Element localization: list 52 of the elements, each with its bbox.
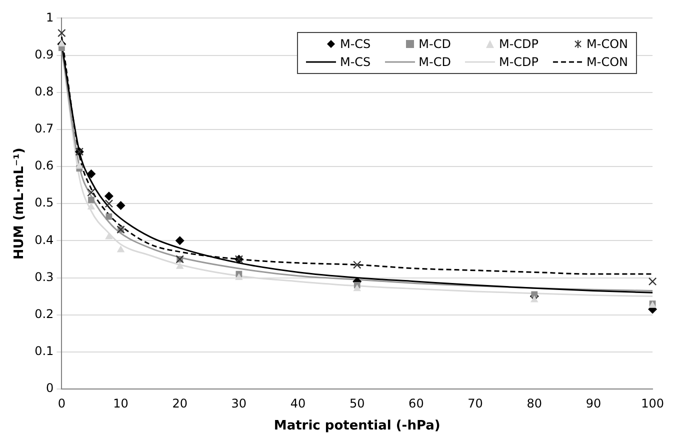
point xyxy=(104,192,114,201)
point xyxy=(88,196,94,204)
y-tick-label: 0.2 xyxy=(34,306,54,321)
legend-label: M-CON xyxy=(586,55,628,69)
x-tick-label: 10 xyxy=(113,396,128,410)
point xyxy=(235,273,243,280)
point xyxy=(106,213,112,220)
x-tick-label: 100 xyxy=(641,396,664,410)
y-tick-label: 0 xyxy=(46,381,54,396)
point xyxy=(86,169,96,178)
point xyxy=(531,291,538,298)
point xyxy=(58,28,66,38)
x-tick-label: 40 xyxy=(290,396,306,410)
x-tick-label: 80 xyxy=(526,396,542,410)
y-tick-label: 0.8 xyxy=(34,84,54,98)
point xyxy=(87,202,96,210)
point xyxy=(116,200,126,210)
legend-label: M-CDP xyxy=(498,55,539,69)
x-tick-label: 0 xyxy=(58,396,66,410)
point xyxy=(648,277,657,286)
x-tick-label: 50 xyxy=(349,396,365,410)
y-tick-label: 1 xyxy=(46,10,54,24)
y-axis-title: HUM (mL·mL⁻¹) xyxy=(12,148,28,260)
point xyxy=(116,245,125,252)
legend-label: M-CON xyxy=(586,37,628,51)
x-axis-title: Matric potential (-hPa) xyxy=(274,418,440,434)
x-tick-label: 70 xyxy=(468,396,483,410)
point xyxy=(175,236,184,246)
point xyxy=(76,162,84,169)
y-tick-label: 0.5 xyxy=(34,196,54,210)
x-tick-label: 60 xyxy=(408,396,424,410)
legend-label: M-CD xyxy=(418,55,451,69)
point xyxy=(352,260,362,269)
point xyxy=(87,188,96,197)
x-tick-label: 30 xyxy=(231,396,247,410)
x-tick-label: 90 xyxy=(586,396,602,410)
point xyxy=(530,296,538,302)
legend-label: M-CS xyxy=(340,55,371,69)
point xyxy=(176,262,184,269)
y-tick-label: 0.7 xyxy=(34,122,54,136)
x-tick-label: 20 xyxy=(172,396,188,410)
y-tick-label: 0.3 xyxy=(34,270,54,284)
y-tick-label: 0.9 xyxy=(34,47,54,62)
legend-label: M-CDP xyxy=(498,37,539,51)
legend-label: M-CD xyxy=(418,37,451,51)
point xyxy=(58,40,66,46)
y-tick-label: 0.4 xyxy=(34,232,54,247)
y-tick-label: 0.1 xyxy=(34,344,54,358)
point xyxy=(104,199,114,208)
legend-label: M-CS xyxy=(340,37,371,51)
point xyxy=(353,284,362,292)
y-tick-label: 0.6 xyxy=(34,158,54,173)
